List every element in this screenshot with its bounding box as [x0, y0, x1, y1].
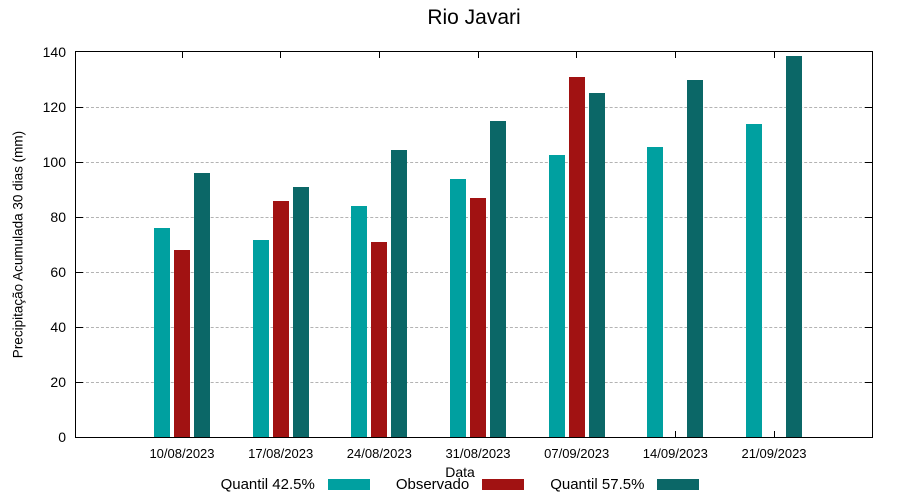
bar-quantil-57-5--5	[687, 79, 704, 437]
bar-observado-3	[470, 197, 486, 437]
x-tick-label: 31/08/2023	[445, 446, 511, 461]
bar-quantil-57-5--6	[786, 56, 803, 437]
y-tick-label: 60	[50, 264, 66, 280]
plot-area	[75, 51, 873, 438]
chart-title: Rio Javari	[427, 6, 521, 29]
y-tick-label: 100	[42, 154, 66, 170]
bar-quantil-57-5--2	[391, 149, 408, 437]
y-tick-mark	[76, 327, 83, 328]
x-tick-mark	[280, 52, 282, 58]
x-tick-label: 21/09/2023	[741, 446, 807, 461]
bar-observado-2	[371, 241, 388, 437]
x-tick-label: 17/08/2023	[248, 446, 314, 461]
y-tick-label: 120	[42, 99, 66, 115]
y-tick-mark	[76, 107, 83, 108]
y-tick-mark	[76, 382, 83, 383]
bar-quantil-57-5--0	[194, 173, 210, 437]
y-tick-mark	[76, 217, 83, 218]
x-tick-mark	[773, 431, 775, 437]
bar-quantil-42-5--0	[154, 228, 170, 437]
bar-quantil-57-5--4	[588, 93, 605, 437]
y-axis-label: Precipitação Acumulada 30 dias (mm)	[10, 130, 26, 359]
y-tick-mark	[865, 272, 872, 273]
legend-label: Observado	[395, 476, 470, 493]
x-tick-label: 24/08/2023	[346, 446, 412, 461]
x-tick-mark	[378, 52, 380, 58]
y-tick-mark	[865, 217, 872, 218]
y-tick-label: 140	[42, 44, 66, 60]
gridline	[76, 162, 872, 163]
bar-quantil-42-5--3	[450, 178, 466, 437]
legend: Quantil 42.5% Observado Quantil 57.5%	[0, 476, 900, 493]
y-tick-label: 40	[50, 319, 66, 335]
bar-observado-1	[272, 200, 289, 437]
x-tick-mark	[674, 431, 676, 437]
bar-quantil-57-5--3	[490, 120, 506, 437]
x-axis-label: Data	[445, 464, 475, 480]
y-tick-mark	[865, 327, 872, 328]
legend-swatch-quantil-42-5	[327, 479, 370, 490]
bar-observado-4	[568, 76, 585, 437]
legend-swatch-quantil-57-5	[657, 479, 700, 490]
y-tick-label: 20	[50, 374, 66, 390]
bar-quantil-57-5--1	[292, 186, 309, 437]
bar-observado-0	[174, 250, 190, 437]
bar-quantil-42-5--6	[746, 123, 763, 437]
y-tick-label: 0	[58, 429, 66, 445]
x-tick-mark	[477, 52, 479, 58]
bar-quantil-42-5--5	[647, 146, 664, 437]
x-tick-label: 10/08/2023	[149, 446, 215, 461]
y-tick-mark	[76, 272, 83, 273]
legend-entry-observado: Observado	[395, 476, 525, 493]
gridline	[76, 107, 872, 108]
x-tick-label: 14/09/2023	[642, 446, 708, 461]
x-tick-mark	[674, 52, 676, 58]
legend-label: Quantil 57.5%	[550, 476, 645, 493]
y-tick-mark	[865, 382, 872, 383]
y-tick-mark	[76, 162, 83, 163]
x-tick-mark	[576, 52, 578, 58]
legend-entry-quantil-42-5: Quantil 42.5%	[221, 476, 370, 493]
legend-label: Quantil 42.5%	[220, 476, 315, 493]
x-tick-label: 07/09/2023	[544, 446, 610, 461]
y-tick-label: 80	[50, 209, 66, 225]
x-tick-mark	[181, 52, 183, 58]
legend-swatch-observado	[482, 479, 525, 490]
x-tick-mark	[773, 52, 775, 58]
y-tick-mark	[865, 162, 872, 163]
bar-quantil-42-5--4	[548, 155, 565, 437]
y-tick-mark	[865, 107, 872, 108]
legend-entry-quantil-57-5: Quantil 57.5%	[550, 476, 700, 493]
bar-quantil-42-5--1	[252, 240, 269, 437]
bar-quantil-42-5--2	[351, 206, 368, 437]
